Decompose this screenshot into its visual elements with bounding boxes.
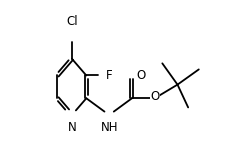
Text: Cl: Cl [66,15,78,28]
Text: F: F [106,69,113,82]
Text: O: O [150,90,159,103]
Text: O: O [136,69,146,82]
Text: N: N [68,121,76,134]
Text: NH: NH [100,121,118,134]
